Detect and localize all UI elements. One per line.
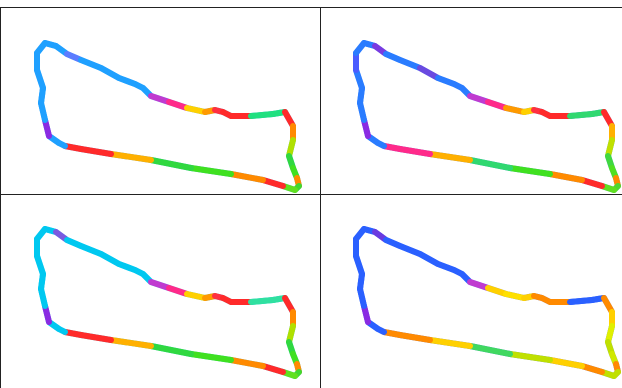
track-segment bbox=[567, 111, 595, 119]
track-segment bbox=[507, 165, 553, 177]
track-segment bbox=[567, 297, 595, 305]
track-segment bbox=[375, 326, 387, 335]
track-segment bbox=[184, 105, 208, 115]
track-segment bbox=[148, 343, 194, 357]
track-segment bbox=[503, 291, 527, 301]
track-segment bbox=[417, 65, 441, 81]
track-segment bbox=[188, 165, 234, 177]
track-segment bbox=[166, 285, 190, 297]
track-segment bbox=[166, 99, 190, 111]
track-segment bbox=[467, 343, 513, 357]
track-segment bbox=[503, 105, 527, 115]
track-segment bbox=[353, 67, 365, 91]
track-segment bbox=[467, 157, 513, 171]
track-segment bbox=[579, 363, 605, 375]
panel-top-left bbox=[0, 7, 321, 195]
track-segment bbox=[260, 177, 286, 189]
track-segment bbox=[148, 157, 194, 171]
track-segment bbox=[547, 357, 585, 369]
track-segment bbox=[148, 93, 172, 105]
track-segment bbox=[34, 253, 46, 277]
track-segment bbox=[485, 285, 509, 297]
track-segment bbox=[397, 57, 423, 71]
track-segment bbox=[184, 291, 208, 301]
track-segment bbox=[78, 243, 104, 257]
track-segment bbox=[78, 57, 104, 71]
track-segment bbox=[397, 243, 423, 257]
track-segment bbox=[248, 111, 276, 119]
track-map-top-right bbox=[353, 40, 621, 193]
track-segment bbox=[467, 279, 491, 291]
track-segment bbox=[98, 251, 122, 267]
track-map-bottom-right bbox=[353, 226, 621, 379]
track-segment bbox=[507, 351, 553, 363]
track-segment bbox=[427, 337, 473, 349]
track-segment bbox=[485, 99, 509, 111]
track-segment bbox=[353, 253, 365, 277]
track-segment bbox=[108, 337, 154, 349]
track-segment bbox=[148, 279, 172, 291]
track-map-top-left bbox=[34, 40, 302, 193]
track-segment bbox=[427, 151, 473, 163]
track-segment bbox=[260, 363, 286, 375]
track-segment bbox=[78, 146, 114, 157]
track-segment bbox=[56, 140, 68, 149]
track-segment bbox=[56, 326, 68, 335]
track-segment bbox=[248, 297, 276, 305]
track-segment bbox=[108, 151, 154, 163]
track-segment bbox=[397, 146, 433, 157]
track-segment bbox=[375, 140, 387, 149]
track-segment bbox=[78, 332, 114, 343]
panel-bottom-right bbox=[320, 194, 622, 388]
panel-bottom-left bbox=[0, 194, 321, 388]
track-segment bbox=[98, 65, 122, 81]
track-segment bbox=[417, 251, 441, 267]
track-segment bbox=[228, 171, 266, 183]
track-segment bbox=[579, 177, 605, 189]
track-segment bbox=[34, 67, 46, 91]
track-segment bbox=[547, 171, 585, 183]
track-map-bottom-left bbox=[34, 226, 302, 379]
panel-top-right bbox=[320, 7, 622, 195]
track-segment bbox=[228, 357, 266, 369]
track-segment bbox=[467, 93, 491, 105]
track-segment bbox=[397, 332, 433, 343]
track-segment bbox=[188, 351, 234, 363]
